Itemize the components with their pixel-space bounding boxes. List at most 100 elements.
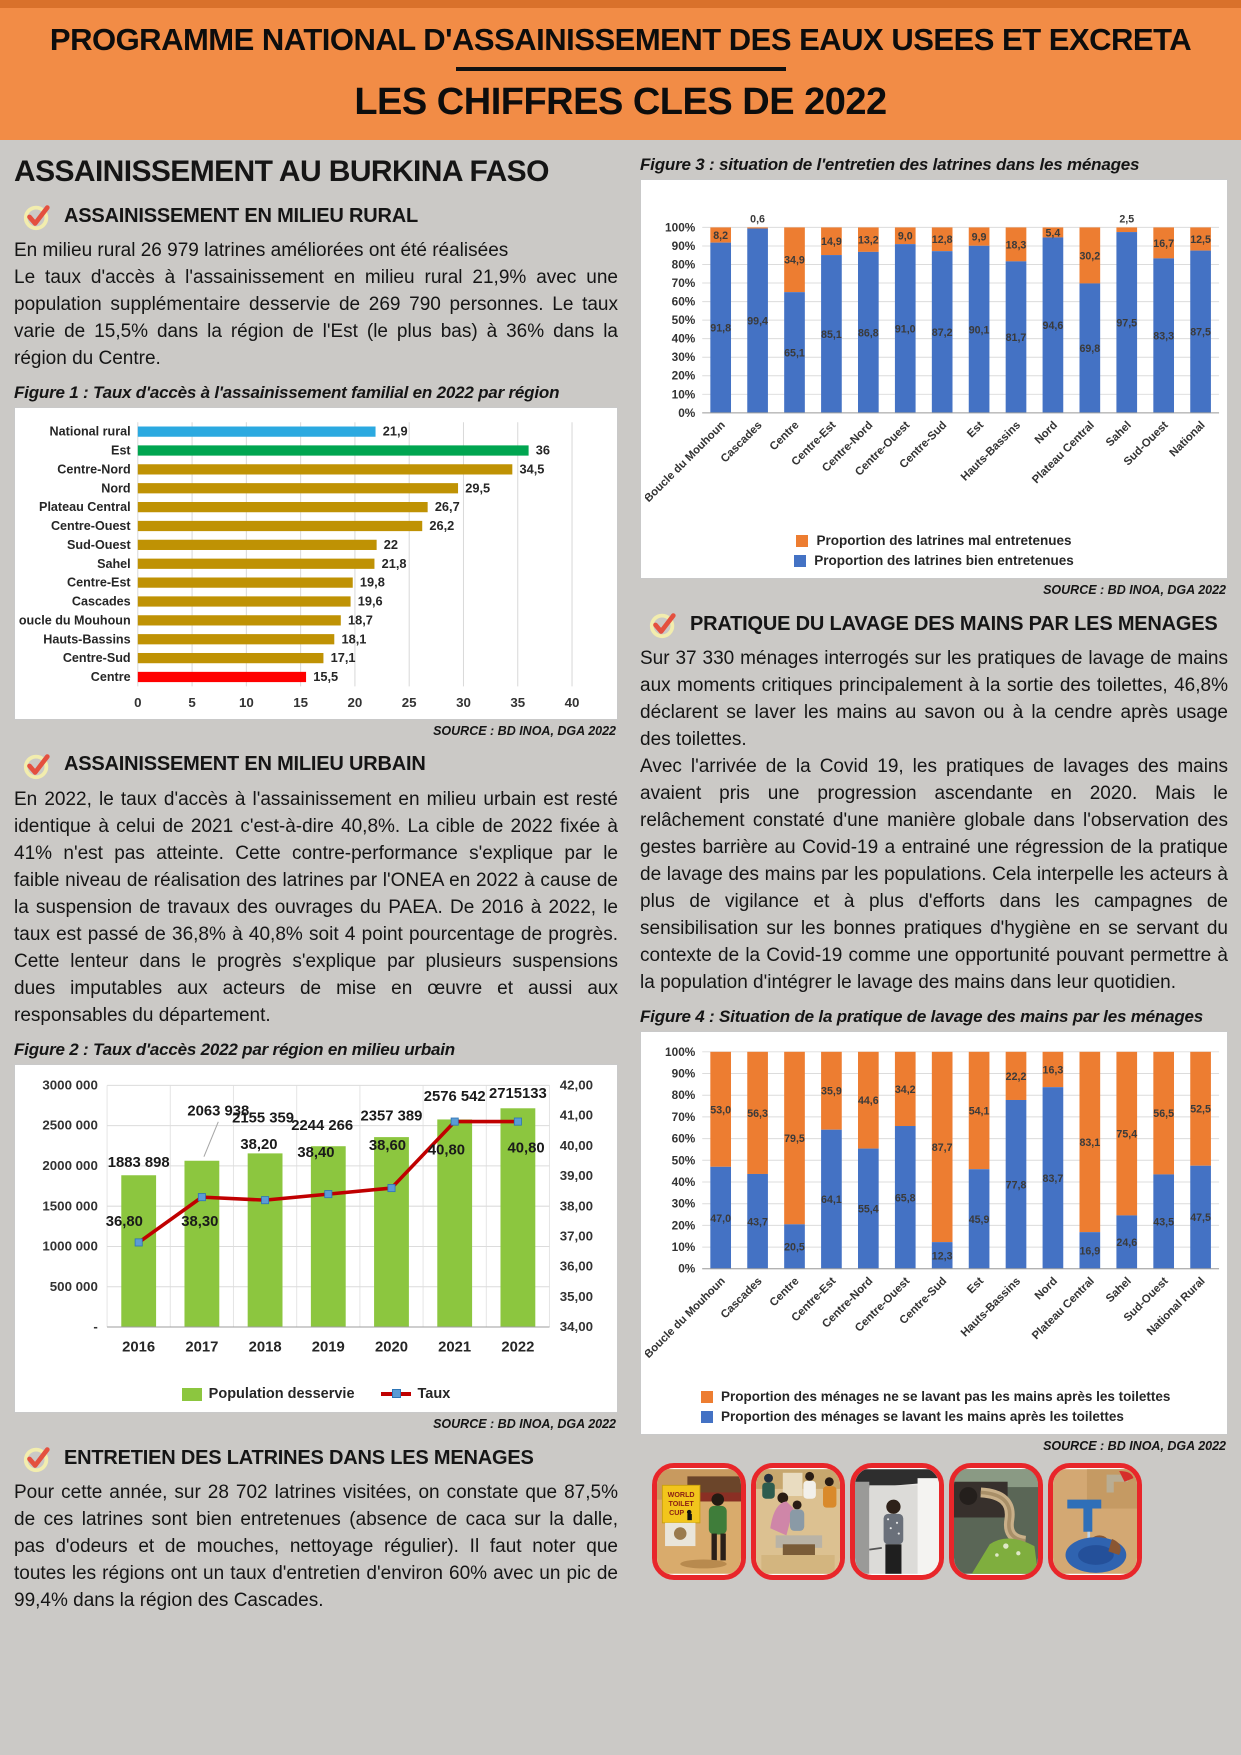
svg-text:16,7: 16,7 [1153,238,1174,250]
svg-text:2357 389: 2357 389 [361,1108,423,1124]
svg-text:5: 5 [188,695,196,710]
svg-text:36,80: 36,80 [106,1214,143,1230]
svg-text:Nord: Nord [1033,419,1060,446]
svg-text:2017: 2017 [185,1339,218,1355]
svg-text:14,9: 14,9 [821,236,842,248]
lavage-paragraph-2: Avec l'arrivée de la Covid 19, les prati… [640,756,1228,993]
svg-text:Sahel: Sahel [97,557,131,571]
svg-text:37,00: 37,00 [560,1228,593,1243]
svg-text:0%: 0% [678,406,696,420]
svg-text:45,9: 45,9 [969,1214,990,1226]
svg-text:94,6: 94,6 [1043,320,1064,332]
svg-text:52,5: 52,5 [1190,1104,1211,1116]
svg-text:91,0: 91,0 [895,323,916,335]
svg-text:10%: 10% [672,387,696,401]
svg-text:83,7: 83,7 [1043,1173,1064,1185]
svg-text:16,9: 16,9 [1079,1245,1100,1257]
svg-text:30%: 30% [672,350,696,364]
svg-text:Est: Est [965,419,986,440]
svg-text:86,8: 86,8 [858,327,879,339]
svg-text:National: National [1168,419,1208,459]
svg-text:97,5: 97,5 [1116,317,1137,329]
figure2-source: SOURCE : BD INOA, DGA 2022 [433,1417,616,1432]
green-bar-swatch-icon [181,1387,202,1401]
figure4-legend: Proportion des ménages ne se lavant pas … [645,1385,1223,1432]
svg-text:0%: 0% [678,1262,696,1276]
svg-text:90%: 90% [672,1066,696,1080]
svg-text:29,5: 29,5 [465,480,490,495]
svg-text:19,8: 19,8 [360,575,385,590]
svg-text:Centre: Centre [91,670,131,684]
svg-text:30%: 30% [672,1196,696,1210]
section-entretien-header: ENTRETIEN DES LATRINES DANS LES MENAGES [14,1443,618,1473]
content-grid: ASSAINISSEMENT AU BURKINA FASO ASSAINISS… [0,140,1241,1615]
svg-text:Sahel: Sahel [1104,1275,1134,1305]
svg-text:100%: 100% [665,1045,696,1059]
svg-text:40,00: 40,00 [560,1138,593,1153]
legend-label: Proportion des ménages se lavant les mai… [721,1409,1124,1425]
svg-text:2021: 2021 [438,1339,471,1355]
svg-text:0,6: 0,6 [750,213,765,225]
svg-text:30,2: 30,2 [1079,250,1100,262]
svg-text:15,5: 15,5 [313,669,338,684]
svg-text:18,7: 18,7 [348,612,373,627]
svg-text:9,0: 9,0 [898,231,913,243]
svg-text:2063 938: 2063 938 [187,1103,249,1119]
check-icon [22,201,52,231]
svg-text:Centre-Sud: Centre-Sud [63,651,131,665]
header-divider [455,67,786,71]
svg-text:24,6: 24,6 [1116,1237,1137,1249]
orange-swatch-icon [701,1390,713,1403]
svg-text:Boucle du Mouhoun: Boucle du Mouhoun [645,419,728,505]
legend-latrines-mal-entretenues: Proportion des latrines mal entretenues [796,533,1072,548]
svg-text:2020: 2020 [375,1339,408,1355]
svg-text:50%: 50% [672,313,696,327]
svg-text:3000 000: 3000 000 [42,1077,97,1092]
section-urbain-title: ASSAINISSEMENT EN MILIEU URBAIN [64,753,426,776]
rural-paragraph-2: Le taux d'accès à l'assainissement en mi… [14,266,618,369]
svg-text:1883 898: 1883 898 [108,1155,170,1171]
svg-text:65,1: 65,1 [784,347,805,359]
svg-text:41,00: 41,00 [560,1107,593,1122]
legend-label: Population desservie [208,1386,355,1403]
svg-text:81,7: 81,7 [1006,332,1027,344]
svg-text:87,5: 87,5 [1190,327,1211,339]
svg-text:2022: 2022 [501,1339,534,1355]
svg-text:Plateau Central: Plateau Central [39,500,131,514]
svg-text:15: 15 [293,695,308,710]
figure3-caption: Figure 3 : situation de l'entretien des … [640,155,1140,174]
svg-text:Centre-Est: Centre-Est [67,576,131,590]
svg-text:99,4: 99,4 [747,316,768,328]
svg-text:30: 30 [456,695,471,710]
svg-text:19,6: 19,6 [358,593,383,608]
page-heading: ASSAINISSEMENT AU BURKINA FASO [14,155,549,188]
svg-text:43,5: 43,5 [1153,1216,1174,1228]
svg-text:38,40: 38,40 [297,1145,334,1161]
svg-text:22,2: 22,2 [1006,1071,1027,1083]
check-icon [22,750,52,780]
svg-text:Centre: Centre [768,419,802,453]
svg-text:53,0: 53,0 [710,1104,731,1116]
photo-strip: WORLD TOILET CUP [652,1463,1228,1581]
svg-text:40%: 40% [672,332,696,346]
urbain-paragraph: En 2022, le taux d'accès à l'assainissem… [14,788,618,1026]
legend-menages-se-lavant: Proportion des ménages se lavant les mai… [701,1409,1124,1424]
svg-text:Centre: Centre [768,1275,802,1309]
svg-text:21,8: 21,8 [382,556,407,571]
svg-text:10%: 10% [672,1240,696,1254]
svg-text:38,00: 38,00 [560,1198,593,1213]
svg-text:34,00: 34,00 [560,1319,593,1334]
svg-text:55,4: 55,4 [858,1203,879,1215]
svg-text:80%: 80% [672,1088,696,1102]
svg-text:26,2: 26,2 [429,518,454,533]
svg-text:Boucle du Mouhoun: Boucle du Mouhoun [19,613,131,627]
section-rural-header: ASSAINISSEMENT EN MILIEU RURAL [14,201,618,231]
svg-text:39,00: 39,00 [560,1168,593,1183]
svg-text:47,0: 47,0 [710,1213,731,1225]
legend-label: Proportion des latrines bien entretenues [814,553,1074,569]
legend-population-desservie: Population desservie [181,1386,355,1403]
svg-text:36,00: 36,00 [560,1258,593,1273]
red-line-marker-swatch-icon [380,1389,411,1399]
check-icon [648,609,678,639]
svg-text:2018: 2018 [249,1339,282,1355]
